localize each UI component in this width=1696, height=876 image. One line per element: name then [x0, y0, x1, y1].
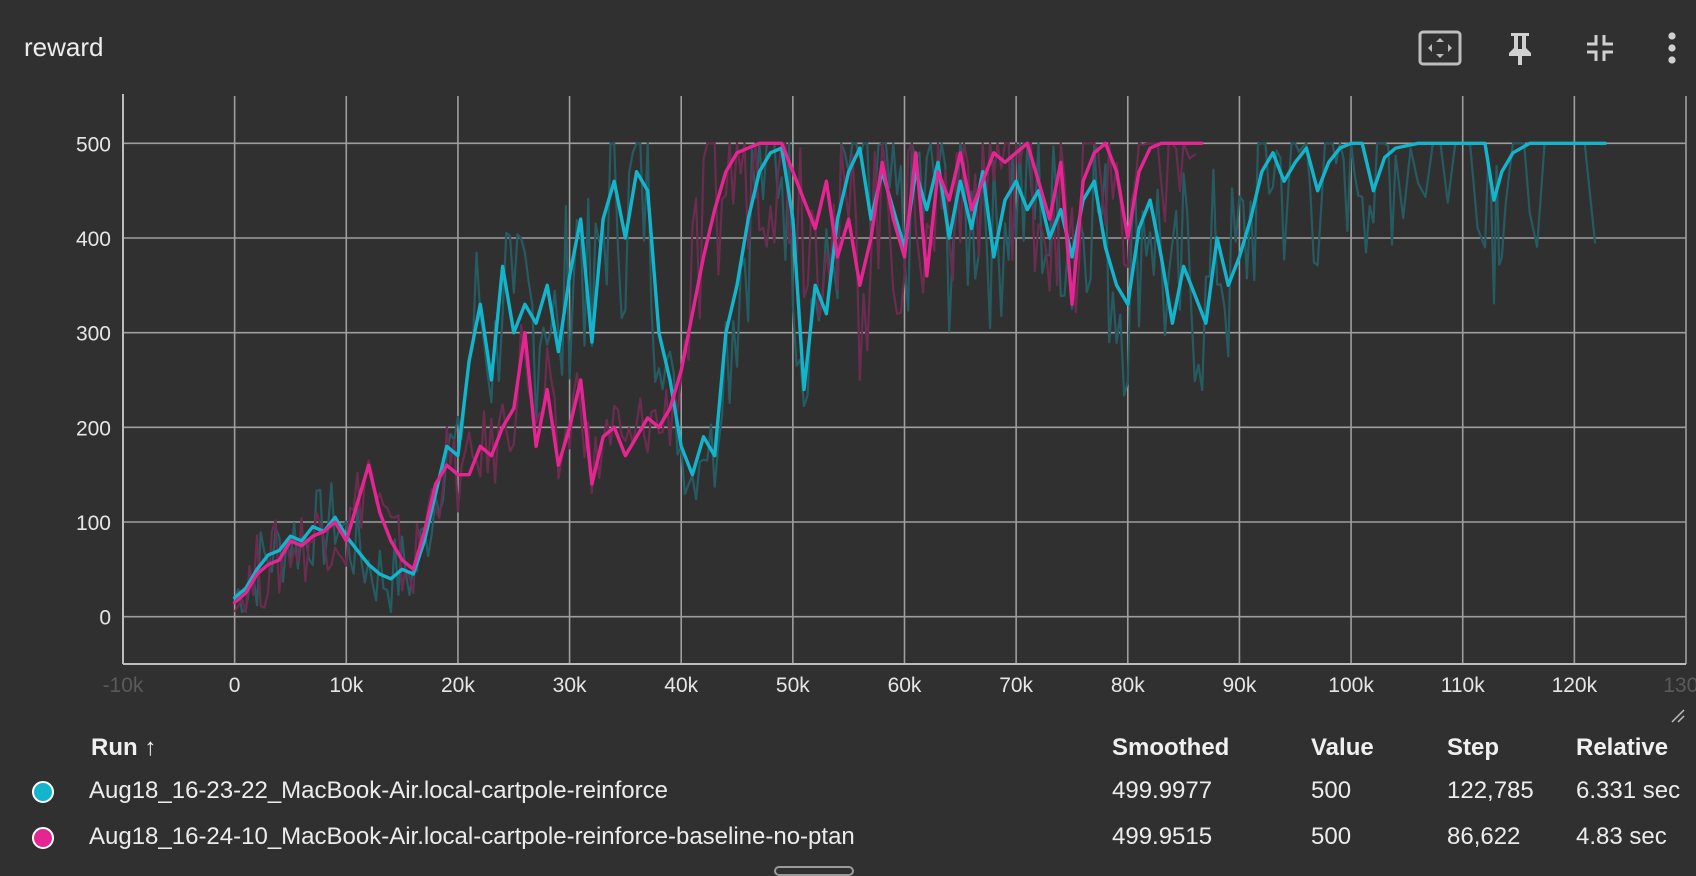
run-smoothed: 499.9977 — [1112, 777, 1213, 804]
x-tick-label: 0 — [229, 674, 241, 697]
series-raw-line-2 — [233, 142, 1197, 614]
pin-button[interactable] — [1496, 26, 1544, 70]
x-tick-label: 50k — [776, 674, 810, 697]
collapse-icon — [1585, 33, 1615, 63]
table-scrollbar[interactable] — [774, 866, 854, 876]
fit-domain-button[interactable] — [1416, 26, 1464, 70]
run-value: 500 — [1311, 823, 1352, 850]
x-tick-label: 130k — [1663, 674, 1696, 697]
x-tick-label: 100k — [1328, 674, 1374, 697]
run-color-dot[interactable] — [32, 826, 54, 849]
x-tick-label: 30k — [553, 674, 587, 697]
more-options-button[interactable] — [1648, 26, 1696, 70]
y-tick-label: 200 — [76, 417, 111, 440]
table-row: Aug18_16-23-22_MacBook-Air.local-cartpol… — [0, 768, 1696, 814]
run-value: 500 — [1311, 777, 1352, 804]
y-tick-label: 0 — [99, 607, 111, 630]
runs-table: Run ↑ Smoothed Value Step Relative Aug18… — [0, 728, 1696, 860]
x-tick-label: 10k — [329, 674, 363, 697]
x-tick-label: 20k — [441, 674, 475, 697]
pin-icon — [1505, 30, 1535, 66]
resize-grip-icon — [1671, 709, 1685, 723]
x-tick-label: 80k — [1111, 674, 1145, 697]
y-tick-label: 300 — [76, 323, 111, 346]
run-smoothed: 499.9515 — [1112, 823, 1213, 850]
header-value[interactable]: Value — [1311, 734, 1374, 761]
run-name: Aug18_16-23-22_MacBook-Air.local-cartpol… — [89, 777, 668, 804]
header-step[interactable]: Step — [1447, 734, 1500, 761]
x-tick-label: 70k — [999, 674, 1033, 697]
x-tick-label: 110k — [1441, 674, 1485, 697]
table-row: Aug18_16-24-10_MacBook-Air.local-cartpol… — [0, 814, 1696, 860]
run-color-dot[interactable] — [32, 780, 54, 803]
y-tick-label: 400 — [76, 228, 111, 251]
x-tick-label: 40k — [664, 674, 698, 697]
run-name: Aug18_16-24-10_MacBook-Air.local-cartpol… — [89, 823, 855, 850]
header-relative[interactable]: Relative — [1576, 734, 1669, 761]
fit-to-data-icon — [1418, 30, 1462, 66]
y-tick-label: 500 — [76, 133, 111, 156]
chart-card-title: reward — [24, 32, 104, 62]
run-step: 122,785 — [1447, 777, 1534, 804]
resize-handle[interactable] — [1668, 706, 1686, 724]
header-run[interactable]: Run ↑ — [91, 734, 157, 761]
runs-table-header: Run ↑ Smoothed Value Step Relative — [0, 728, 1696, 768]
more-vert-icon — [1667, 31, 1677, 65]
header-smoothed[interactable]: Smoothed — [1112, 734, 1230, 761]
run-relative: 6.331 sec — [1576, 777, 1681, 804]
x-tick-label: 60k — [888, 674, 922, 697]
y-tick-label: 100 — [76, 512, 111, 535]
run-step: 86,622 — [1447, 823, 1521, 850]
x-tick-label: 90k — [1222, 674, 1256, 697]
x-tick-label: -10k — [103, 674, 144, 697]
run-relative: 4.83 sec — [1576, 823, 1667, 850]
reward-line-chart[interactable]: -10k 0 10k 20k 30k 40k 50k 60k 70k 80k 90k 100k 110k… — [0, 80, 1696, 720]
series-line-2 — [232, 141, 1204, 605]
x-tick-label: 120k — [1552, 674, 1598, 697]
collapse-button[interactable] — [1576, 26, 1624, 70]
